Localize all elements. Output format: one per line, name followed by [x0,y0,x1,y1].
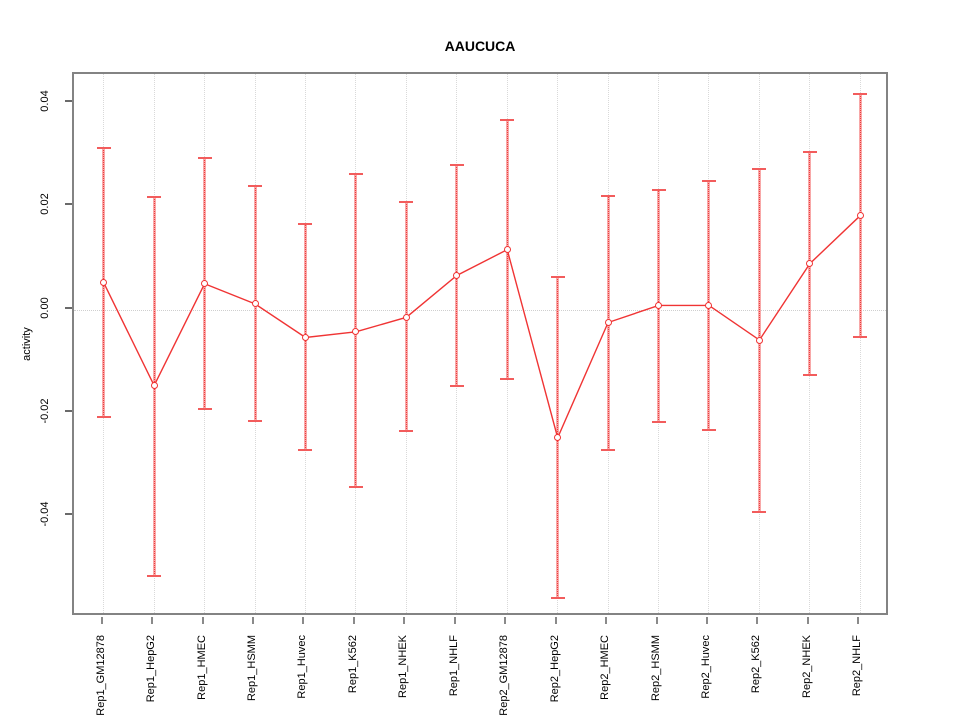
x-axis-tick [403,617,406,624]
x-axis-tick [655,617,658,624]
data-point-Rep1_K562 [352,328,360,336]
error-bar-cap-bottom [701,428,716,431]
y-axis-title: activity [21,327,33,361]
data-point-Rep2_HMEC [604,319,612,326]
x-axis-tick [857,617,860,624]
x-tick-label: Rep2_GM12878 [498,635,511,716]
error-bar-cap-bottom [752,510,767,513]
y-tick-label: 0.04 [39,90,51,112]
error-bar-cap-bottom [550,597,565,600]
error-bar-cap-bottom [147,574,162,577]
gridline [859,74,861,613]
error-bar-cap-top [802,151,817,153]
x-tick-label: Rep1_GM12878 [94,635,107,716]
data-point-Rep2_Huvec [705,301,713,309]
x-axis-tick [201,617,204,624]
x-tick-label: Rep2_Huvec [699,635,712,699]
y-axis-tick [65,99,72,102]
error-bar-cap-top [298,222,313,225]
error-bar-cap-bottom [399,430,414,432]
x-axis-tick [352,617,355,624]
error-bar-cap-top [197,157,212,160]
y-axis-tick [65,306,72,309]
x-tick-label: Rep1_NHEK [397,635,410,698]
x-tick-label: Rep1_K562 [346,635,359,694]
error-bar-cap-top [399,200,414,203]
x-axis-tick [756,617,759,624]
x-tick-label: Rep2_K562 [750,635,763,694]
y-tick-label: -0.04 [39,501,51,527]
error-bar-cap-bottom [651,421,666,424]
x-tick-label: Rep2_HepG2 [548,635,561,703]
chart-title: AAUCUCA [444,38,516,54]
error-bar-cap-top [550,275,565,278]
error-bar-cap-bottom [298,448,313,451]
x-tick-label: Rep2_NHLF [851,635,864,697]
x-tick-label: Rep2_NHEK [800,635,813,698]
series-line [103,215,861,440]
error-bar-cap-top [853,92,868,95]
x-tick-label: Rep1_Huvec [296,635,309,699]
error-bar-cap-top [248,185,263,188]
error-bar-cap-bottom [853,335,868,338]
x-axis-tick [100,617,103,624]
x-tick-label: Rep2_HSMM [649,635,662,702]
error-bar-cap-top [500,119,515,122]
error-bar-cap-top [449,163,464,166]
x-tick-label: Rep1_HepG2 [145,635,158,703]
x-tick-label: Rep1_NHLF [447,635,460,697]
y-tick-label: 0.02 [39,193,51,215]
error-bar-cap-top [601,194,616,197]
data-point-Rep1_Huvec [301,333,309,341]
error-bar-cap-top [701,179,716,182]
data-point-Rep1_NHLF [453,271,461,279]
data-point-Rep1_HSMM [251,300,259,308]
error-bar-cap-bottom [449,385,464,388]
data-point-Rep2_HepG2 [554,434,562,442]
x-axis-tick [705,617,708,624]
data-point-Rep2_HSMM [655,301,663,309]
error-bar-cap-bottom [500,377,515,380]
error-bar-cap-bottom [601,448,616,451]
x-axis-tick [151,617,154,624]
data-point-Rep2_NHEK [806,260,814,268]
y-tick-label: 0.00 [39,296,51,319]
y-tick-label: -0.02 [39,398,51,424]
data-point-Rep1_HMEC [201,280,209,288]
x-axis-tick [554,617,557,624]
plot-area [72,72,888,615]
error-bar-cap-top [147,195,162,198]
error-bar-cap-top [752,167,767,170]
x-axis-tick [605,617,608,624]
data-point-Rep1_GM12878 [100,279,108,287]
error-bar-cap-bottom [348,485,363,488]
x-axis-tick [504,617,507,624]
data-point-Rep1_NHEK [402,313,410,321]
y-axis-tick [65,203,72,206]
error-bar-cap-bottom [802,373,817,376]
data-point-Rep1_HepG2 [150,382,158,390]
x-tick-label: Rep2_HMEC [599,635,612,700]
data-point-Rep2_GM12878 [503,246,511,254]
error-bar-cap-bottom [197,408,212,411]
x-tick-label: Rep1_HMEC [195,635,208,700]
error-bar-cap-bottom [96,416,111,419]
error-bar-cap-bottom [248,419,263,422]
x-axis-tick [302,617,305,624]
data-point-Rep2_NHLF [856,212,864,220]
y-axis-tick [65,409,72,412]
data-point-Rep2_K562 [755,336,763,344]
x-axis-tick [806,617,809,624]
x-tick-label: Rep1_HSMM [246,635,259,702]
error-bar-cap-top [96,147,111,150]
error-bar-cap-top [348,172,363,175]
error-bar-cap-top [651,188,666,191]
x-axis-tick [252,617,255,624]
y-axis-tick [65,513,72,516]
x-axis-tick [453,617,456,624]
zero-reference-line [74,309,886,311]
